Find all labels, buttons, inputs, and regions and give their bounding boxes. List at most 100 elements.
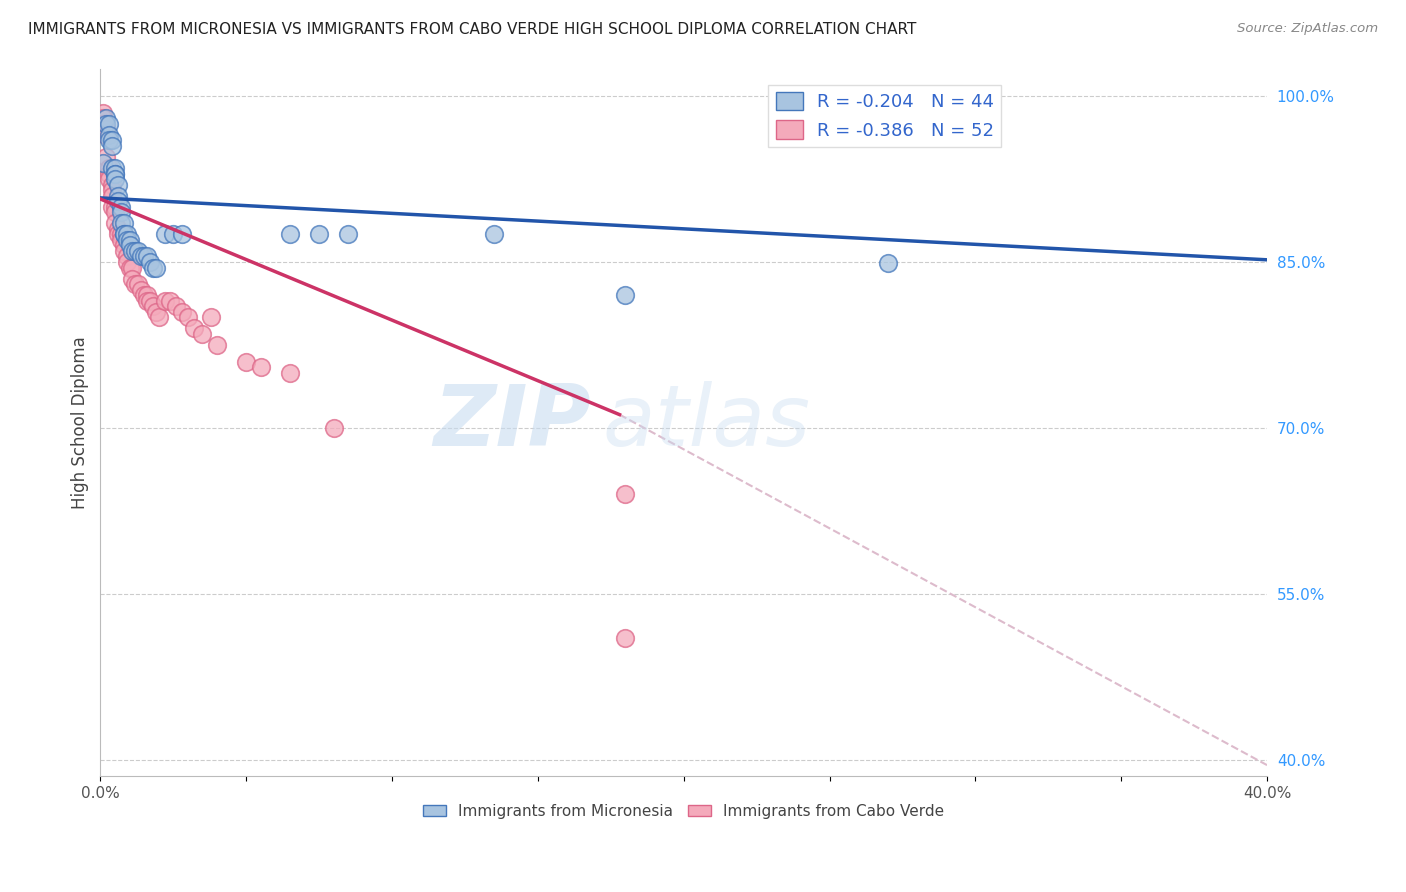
Point [183, 321, 205, 335]
Point [278, 366, 301, 380]
Point [614, 631, 637, 645]
Point [278, 227, 301, 242]
Point [107, 178, 129, 192]
Point [107, 188, 129, 202]
Point [107, 227, 129, 242]
Point [110, 200, 132, 214]
Point [129, 250, 152, 264]
Point [142, 260, 165, 275]
Point [96, 122, 118, 136]
Point [112, 227, 135, 242]
Point [98, 161, 121, 175]
Point [132, 250, 155, 264]
Point [124, 244, 146, 258]
Legend: Immigrants from Micronesia, Immigrants from Cabo Verde: Immigrants from Micronesia, Immigrants f… [416, 798, 950, 825]
Point [98, 133, 121, 147]
Point [145, 260, 167, 275]
Point [876, 256, 898, 270]
Point [177, 310, 200, 325]
Point [162, 227, 184, 242]
Point [98, 128, 121, 142]
Point [118, 233, 141, 247]
Point [115, 233, 138, 247]
Point [110, 233, 132, 247]
Point [96, 117, 118, 131]
Point [104, 167, 127, 181]
Point [112, 244, 135, 258]
Point [115, 250, 138, 264]
Point [170, 227, 193, 242]
Point [148, 310, 170, 325]
Point [121, 271, 143, 285]
Point [98, 172, 121, 186]
Point [136, 250, 159, 264]
Point [91, 155, 114, 169]
Point [115, 255, 138, 269]
Point [96, 112, 118, 126]
Point [91, 112, 114, 126]
Point [91, 105, 114, 120]
Point [91, 117, 114, 131]
Point [98, 167, 121, 181]
Point [107, 194, 129, 209]
Point [191, 326, 214, 341]
Text: ZIP: ZIP [433, 381, 591, 464]
Point [139, 255, 162, 269]
Point [136, 288, 159, 302]
Point [104, 200, 127, 214]
Point [112, 227, 135, 242]
Point [121, 244, 143, 258]
Point [112, 216, 135, 230]
Point [115, 227, 138, 242]
Point [165, 299, 187, 313]
Text: atlas: atlas [602, 381, 810, 464]
Point [104, 216, 127, 230]
Point [153, 293, 176, 308]
Point [235, 354, 257, 368]
Point [127, 277, 149, 292]
Point [110, 216, 132, 230]
Point [153, 227, 176, 242]
Point [118, 238, 141, 252]
Point [249, 360, 271, 375]
Point [124, 277, 146, 292]
Point [104, 167, 127, 181]
Point [101, 178, 124, 192]
Point [118, 260, 141, 275]
Point [322, 421, 344, 435]
Point [129, 283, 152, 297]
Point [101, 161, 124, 175]
Point [614, 487, 637, 501]
Text: IMMIGRANTS FROM MICRONESIA VS IMMIGRANTS FROM CABO VERDE HIGH SCHOOL DIPLOMA COR: IMMIGRANTS FROM MICRONESIA VS IMMIGRANTS… [28, 22, 917, 37]
Point [104, 172, 127, 186]
Point [110, 227, 132, 242]
Point [101, 183, 124, 197]
Point [127, 244, 149, 258]
Point [205, 338, 228, 352]
Point [101, 139, 124, 153]
Point [170, 305, 193, 319]
Point [107, 222, 129, 236]
Point [132, 288, 155, 302]
Point [159, 293, 181, 308]
Point [96, 150, 118, 164]
Point [112, 238, 135, 252]
Point [200, 310, 222, 325]
Point [308, 227, 330, 242]
Point [104, 205, 127, 219]
Point [96, 128, 118, 142]
Point [142, 299, 165, 313]
Point [139, 293, 162, 308]
Point [337, 227, 360, 242]
Text: Source: ZipAtlas.com: Source: ZipAtlas.com [1237, 22, 1378, 36]
Point [101, 133, 124, 147]
Point [104, 161, 127, 175]
Y-axis label: High School Diploma: High School Diploma [72, 336, 89, 508]
Point [145, 305, 167, 319]
Point [101, 188, 124, 202]
Point [101, 200, 124, 214]
Point [482, 227, 505, 242]
Point [136, 293, 159, 308]
Point [614, 288, 637, 302]
Point [98, 117, 121, 131]
